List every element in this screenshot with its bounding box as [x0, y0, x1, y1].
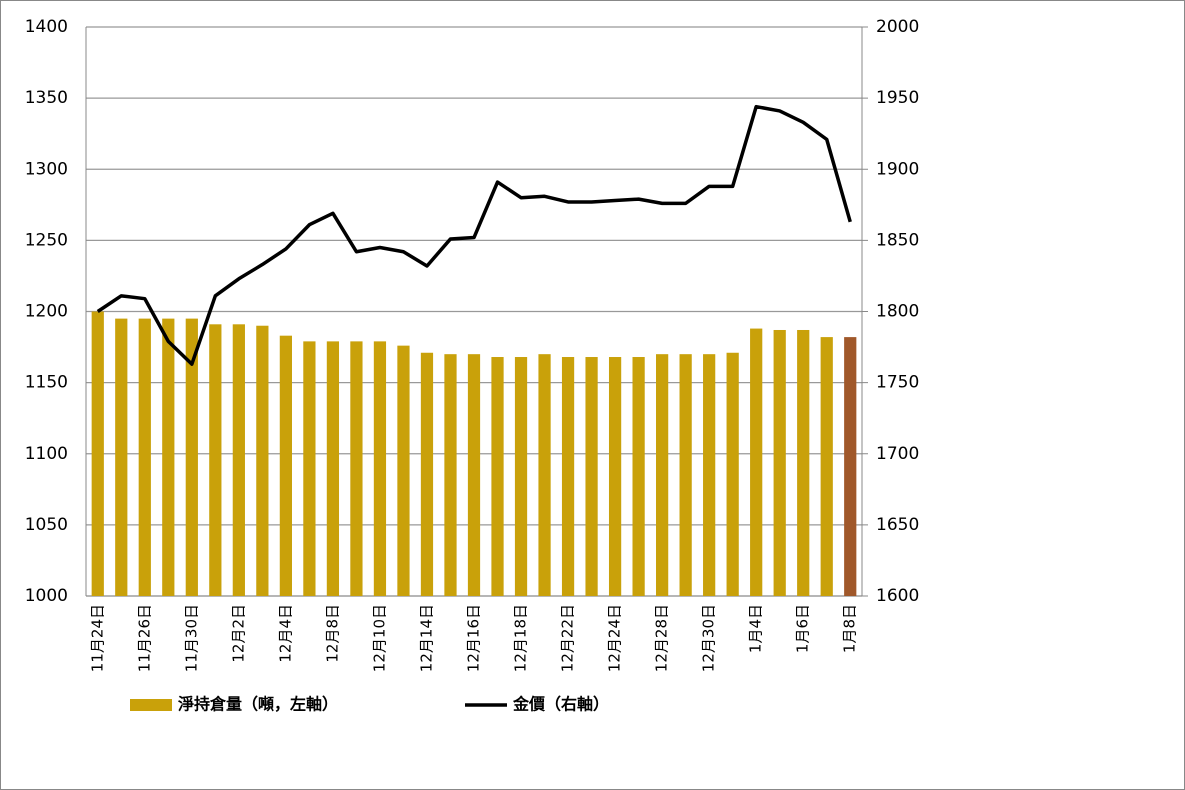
y-tick-label: 1000	[25, 586, 68, 606]
bar	[679, 354, 692, 596]
bar	[279, 335, 292, 596]
bar	[750, 328, 763, 596]
x-tick-label: 12月8日	[323, 604, 341, 663]
bar	[256, 325, 269, 596]
y2-tick-label: 2000	[876, 17, 919, 37]
x-tick-label: 11月24日	[88, 604, 106, 672]
bar	[820, 337, 833, 596]
bar	[115, 318, 128, 596]
y2-tick-label: 1950	[876, 88, 919, 108]
y2-tick-label: 1850	[876, 230, 919, 250]
bar	[209, 324, 222, 596]
x-tick-label: 12月16日	[465, 604, 483, 672]
y2-tick-label: 1900	[876, 159, 919, 179]
bar	[538, 354, 551, 596]
bar	[162, 318, 175, 596]
x-tick-label: 12月18日	[512, 604, 530, 672]
bar	[632, 357, 645, 596]
bar	[138, 318, 151, 596]
legend-label: 金價（右軸）	[512, 695, 609, 714]
bar	[326, 341, 340, 596]
x-tick-label: 1月6日	[794, 604, 812, 653]
bar	[797, 329, 810, 596]
y2-tick-label: 1700	[876, 444, 919, 464]
bar	[726, 352, 739, 596]
bar	[373, 341, 387, 596]
x-tick-label: 11月26日	[135, 604, 153, 672]
bar	[397, 345, 410, 596]
y2-tick-label: 1800	[876, 302, 919, 322]
y-tick-label: 1100	[25, 444, 68, 464]
x-tick-label: 12月24日	[606, 604, 624, 672]
y-tick-label: 1050	[25, 515, 68, 535]
y2-tick-label: 1600	[876, 586, 919, 606]
bar	[773, 329, 786, 596]
bar	[350, 341, 363, 596]
bar	[844, 337, 857, 596]
y-tick-label: 1400	[25, 17, 68, 37]
y-tick-label: 1200	[25, 302, 68, 322]
x-tick-label: 1月8日	[841, 604, 859, 653]
bar	[656, 354, 669, 596]
bar	[232, 324, 245, 596]
bar	[561, 357, 575, 596]
bar	[467, 354, 481, 596]
x-tick-label: 12月4日	[276, 604, 294, 663]
y-tick-label: 1300	[25, 159, 68, 179]
legend-label: 淨持倉量（噸，左軸）	[178, 695, 338, 714]
legend-swatch	[130, 699, 172, 711]
y-tick-label: 1250	[25, 230, 68, 250]
bar	[185, 318, 198, 596]
bar	[91, 311, 104, 596]
y2-tick-label: 1750	[876, 373, 919, 393]
bar	[703, 354, 716, 596]
line	[96, 104, 852, 366]
bar	[608, 357, 622, 596]
bar	[420, 352, 434, 596]
x-tick-label: 12月30日	[700, 604, 718, 672]
x-tick-label: 12月2日	[229, 604, 247, 663]
bar	[585, 357, 598, 596]
bar	[444, 354, 457, 596]
x-tick-label: 12月28日	[653, 604, 671, 672]
x-tick-label: 12月14日	[417, 604, 435, 672]
x-tick-label: 12月22日	[559, 604, 577, 672]
x-tick-label: 11月30日	[182, 604, 200, 672]
y-tick-label: 1350	[25, 88, 68, 108]
bar	[303, 341, 316, 596]
bar	[491, 357, 504, 596]
x-tick-label: 12月10日	[370, 604, 388, 672]
y2-tick-label: 1650	[876, 515, 919, 535]
bar	[514, 357, 528, 596]
y-tick-label: 1150	[25, 373, 68, 393]
x-tick-label: 1月4日	[747, 604, 765, 653]
